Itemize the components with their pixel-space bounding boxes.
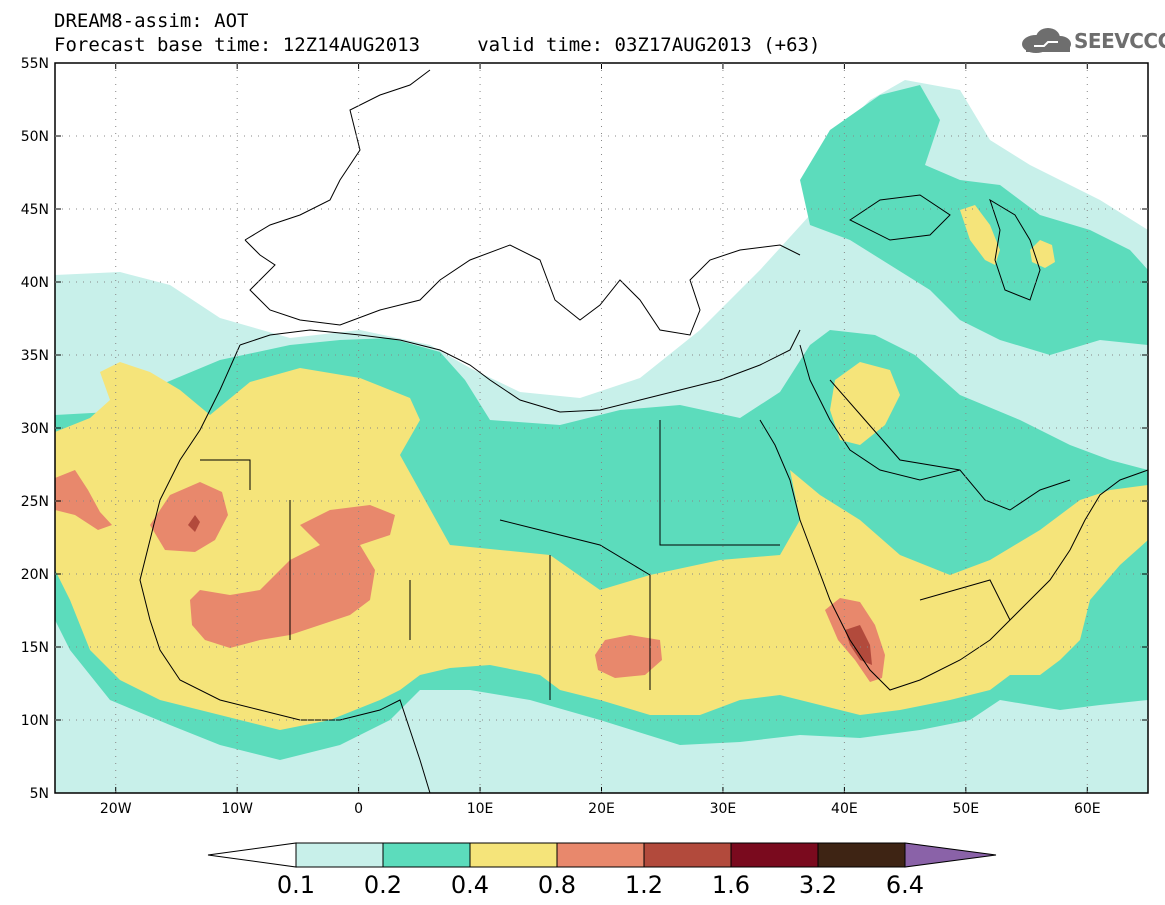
aot-band-0.4-caspian [960, 205, 1000, 265]
aot-band-0.4-mideast [830, 362, 900, 445]
aot-band-1.2-redsea [845, 625, 872, 665]
lon-label: 10E [467, 801, 494, 817]
lat-label: 25N [21, 494, 49, 510]
colorbar-label: 6.4 [886, 871, 924, 899]
coast-redsea [759, 344, 1148, 691]
aot-band-0.8-sahara [190, 540, 375, 648]
lat-label: 40N [21, 275, 49, 291]
colorbar-label: 1.2 [625, 871, 663, 899]
colorbar-label: 0.4 [451, 871, 489, 899]
colorbar-swatch [295, 842, 384, 868]
seevccc-logo: SEEVCCC [1018, 26, 1165, 56]
lat-label: 30N [21, 421, 49, 437]
aot-band-0.8-coast [55, 470, 112, 530]
logo-text: SEEVCCC [1074, 29, 1165, 53]
aot-band-1.2-west [188, 515, 200, 532]
lat-label: 45N [21, 202, 49, 218]
lat-label: 35N [21, 348, 49, 364]
coastlines [139, 69, 1148, 793]
lon-label: 50E [952, 801, 979, 817]
longitude-labels: 20W 10W 0 10E 20E 30E 40E 50E 60E [100, 801, 1101, 817]
coast-africa-north [239, 329, 801, 413]
colorbar-label: 0.2 [364, 871, 402, 899]
border-lines [200, 379, 1011, 700]
lat-label: 50N [21, 129, 49, 145]
colorbar-swatch [643, 842, 732, 868]
colorbar-label: 3.2 [799, 871, 837, 899]
cloud-icon [1022, 28, 1071, 53]
lon-label: 60E [1074, 801, 1101, 817]
colorbar-label: 0.1 [277, 871, 315, 899]
colorbar-swatch [730, 842, 819, 868]
colorbar-label: 0.8 [538, 871, 576, 899]
lon-label: 30E [710, 801, 737, 817]
lat-label: 55N [21, 56, 49, 72]
aot-band-0.8-sudan [595, 635, 662, 678]
lat-label: 5N [30, 786, 49, 802]
lon-label: 40E [831, 801, 858, 817]
coast-africa-west [139, 344, 431, 793]
coast-europe [244, 69, 801, 336]
colorbar-max-arrow [904, 842, 997, 868]
aot-band-0.4-caspian-east [1030, 240, 1055, 268]
caspian-sea [989, 198, 1041, 301]
forecast-time-subtitle: Forecast base time: 12Z14AUG2013 valid t… [54, 34, 821, 56]
lon-label: 20E [588, 801, 615, 817]
lat-label: 10N [21, 713, 49, 729]
aot-band-0.8-west [150, 482, 228, 552]
lat-label: 20N [21, 567, 49, 583]
lat-label: 15N [21, 640, 49, 656]
colorbar-min-arrow [207, 842, 297, 868]
graticule [55, 62, 1148, 794]
colorbar-label: 1.6 [712, 871, 750, 899]
aot-field [55, 80, 1148, 793]
latitude-labels: 55N 50N 45N 40N 35N 30N 25N 20N 15N 10N 5N [21, 56, 49, 802]
colorbar-swatch [469, 842, 558, 868]
lon-label: 10W [221, 801, 253, 817]
aot-band-0.8-mali [300, 505, 395, 545]
colorbar-swatch [556, 842, 645, 868]
colorbar-swatch [817, 842, 906, 868]
lon-label: 0 [354, 801, 363, 817]
map-title: DREAM8-assim: AOT [54, 10, 249, 32]
lon-label: 20W [100, 801, 132, 817]
black-sea [849, 194, 951, 241]
colorbar-swatch [382, 842, 471, 868]
aot-colorbar: 0.1 0.2 0.4 0.8 1.2 1.6 3.2 6.4 [207, 842, 997, 899]
